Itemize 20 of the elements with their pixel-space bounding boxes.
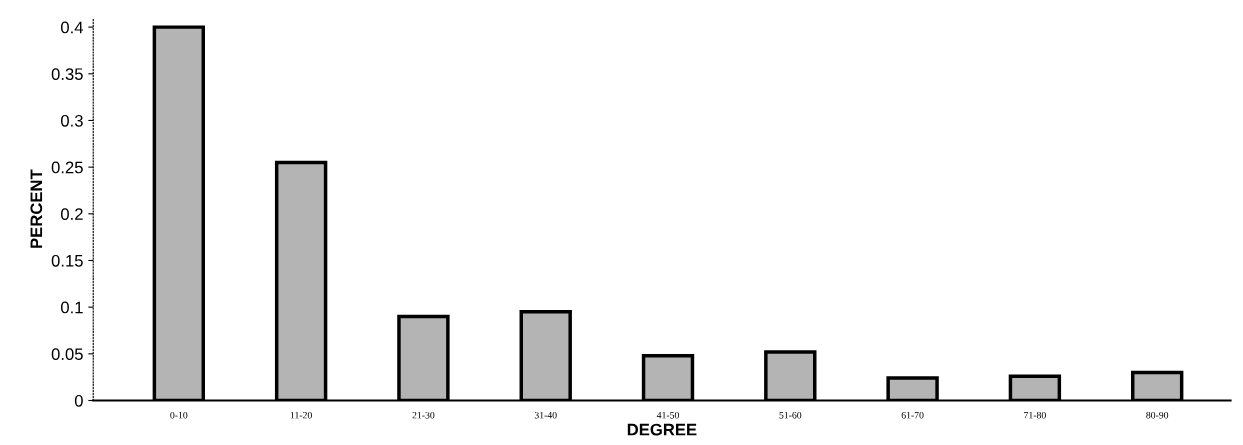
x-tick-label: 0-10 [170, 411, 188, 419]
x-tick-label: 71-80 [1024, 411, 1046, 419]
x-tick-label: 41-50 [656, 411, 679, 419]
x-tick-label: 31-40 [534, 411, 557, 419]
x-tick-label: 21-30 [412, 411, 435, 419]
y-tick-label: 0.1 [60, 301, 83, 314]
y-tick-label: 0.4 [60, 21, 84, 34]
x-tick-label: 51-60 [779, 411, 802, 419]
y-tick-label: 0.05 [51, 348, 83, 361]
x-tick-label: 80-90 [1146, 411, 1169, 419]
y-tick-label: 0.35 [51, 68, 83, 81]
y-axis-title: PERCENT [30, 169, 43, 248]
y-tick-label: 0.15 [51, 254, 83, 267]
y-tick-label: 0.2 [60, 208, 83, 221]
y-tick-label: 0.3 [60, 114, 83, 127]
x-axis-title: DEGREE [627, 423, 697, 436]
y-tick-label: 0.25 [51, 161, 83, 174]
x-tick-label: 11-20 [290, 411, 312, 419]
y-tick-label: 0 [74, 394, 83, 407]
x-tick-label: 61-70 [901, 411, 924, 419]
